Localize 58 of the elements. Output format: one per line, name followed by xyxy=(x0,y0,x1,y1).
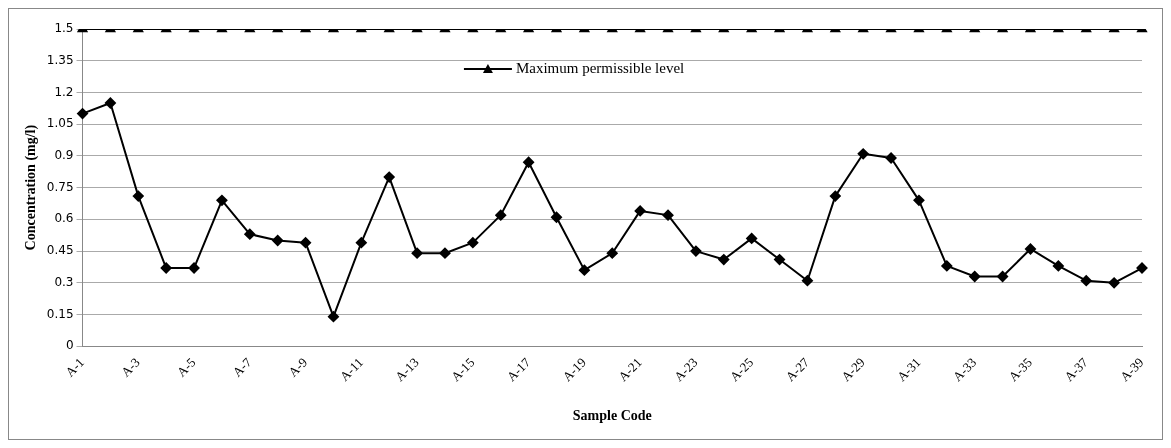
point xyxy=(634,205,646,217)
point xyxy=(160,262,172,274)
legend-label: Maximum permissible level xyxy=(515,59,685,76)
point xyxy=(1024,243,1036,255)
point xyxy=(606,247,618,259)
y-tick-label: 1.05 xyxy=(46,116,74,131)
point xyxy=(746,232,758,244)
y-tick-label: 1.35 xyxy=(46,52,74,67)
point xyxy=(690,245,702,257)
point xyxy=(300,237,312,249)
point xyxy=(885,152,897,164)
x-tick-label: A-9 xyxy=(285,354,311,380)
point xyxy=(77,108,89,120)
point xyxy=(355,237,367,249)
y-tick-label: 0.15 xyxy=(46,306,74,321)
point xyxy=(104,97,116,109)
point xyxy=(969,270,981,282)
y-tick-label: 0.75 xyxy=(46,179,74,194)
x-axis-title: Sample Code xyxy=(572,408,652,424)
point xyxy=(523,156,535,168)
y-axis-title: Concentration (mg/l) xyxy=(23,124,40,251)
point xyxy=(1080,275,1092,287)
y-tick-label: 1.5 xyxy=(54,21,74,36)
point xyxy=(216,194,228,206)
point xyxy=(188,262,200,274)
point xyxy=(272,235,284,247)
point xyxy=(439,247,451,259)
y-tick-label: 0 xyxy=(65,338,74,353)
point xyxy=(718,254,730,266)
y-tick-label: 0.6 xyxy=(54,211,74,226)
point xyxy=(829,190,841,202)
x-tick-label: A-5 xyxy=(173,354,199,380)
point xyxy=(495,209,507,221)
point xyxy=(997,270,1009,282)
point xyxy=(857,148,869,160)
point xyxy=(1052,260,1064,272)
point xyxy=(244,228,256,240)
point xyxy=(1136,262,1148,274)
y-tick-label: 1.2 xyxy=(54,84,74,99)
y-tick-label: 0.3 xyxy=(54,274,74,289)
x-tick-label: A-1 xyxy=(62,354,88,380)
point xyxy=(941,260,953,272)
point xyxy=(1108,277,1120,289)
point xyxy=(467,237,479,249)
x-tick-label: A-7 xyxy=(229,354,255,380)
point xyxy=(662,209,674,221)
point xyxy=(801,275,813,287)
point xyxy=(913,194,925,206)
y-tick-label: 0.45 xyxy=(46,243,74,258)
point xyxy=(327,311,339,323)
point xyxy=(411,247,423,259)
point xyxy=(132,190,144,202)
y-tick-label: 0.9 xyxy=(54,148,74,163)
x-tick-label: A-3 xyxy=(117,354,143,380)
point xyxy=(578,264,590,276)
point xyxy=(551,211,562,223)
point xyxy=(383,171,395,183)
point xyxy=(774,254,786,266)
